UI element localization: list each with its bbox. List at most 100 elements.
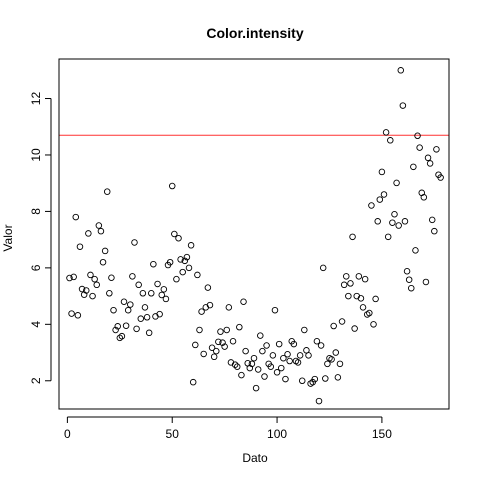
data-point <box>242 347 249 355</box>
data-point <box>391 210 398 218</box>
data-point <box>183 253 191 261</box>
data-point <box>286 357 293 365</box>
data-point <box>139 290 147 297</box>
data-point <box>259 347 266 355</box>
data-point <box>91 275 98 283</box>
data-point <box>122 322 130 329</box>
data-point <box>311 375 319 383</box>
data-point <box>280 354 287 362</box>
data-point <box>313 338 321 345</box>
data-point <box>118 332 126 340</box>
data-point <box>305 352 312 359</box>
x-tick-label: 50 <box>166 427 180 441</box>
data-point <box>301 326 308 334</box>
plot-frame <box>58 58 450 410</box>
data-point <box>177 256 184 263</box>
data-point <box>206 301 214 309</box>
data-point <box>290 340 298 348</box>
data-point <box>275 340 283 348</box>
data-point <box>162 295 170 303</box>
data-point <box>366 309 373 317</box>
data-point <box>374 218 381 225</box>
data-point <box>433 146 440 153</box>
data-point <box>219 339 226 346</box>
data-point <box>187 242 195 249</box>
data-point <box>179 268 186 276</box>
data-point <box>145 329 153 337</box>
data-point <box>416 144 423 151</box>
y-axis: 2 4 6 8 10 12 <box>29 92 52 384</box>
data-point <box>93 281 100 289</box>
data-point <box>236 323 243 331</box>
data-point <box>87 271 94 279</box>
data-point <box>343 273 350 280</box>
data-point <box>387 137 394 144</box>
data-point <box>131 239 138 246</box>
data-point <box>269 352 277 359</box>
data-point <box>420 194 428 201</box>
data-point <box>403 268 411 275</box>
data-point <box>424 154 432 162</box>
data-point <box>223 326 230 334</box>
data-point <box>221 343 228 350</box>
data-point <box>185 264 193 272</box>
data-point <box>200 350 207 358</box>
data-point <box>210 353 218 361</box>
data-point <box>156 310 163 318</box>
data-point <box>106 290 113 297</box>
data-point <box>173 275 180 283</box>
data-point <box>351 325 358 332</box>
data-point <box>328 356 335 363</box>
data-point <box>110 306 117 314</box>
data-point <box>189 378 197 386</box>
data-point <box>332 349 340 356</box>
data-point <box>181 257 189 265</box>
data-point <box>103 188 111 195</box>
data-point <box>76 243 84 250</box>
data-point <box>395 222 402 229</box>
data-point <box>271 306 279 314</box>
data-point <box>338 318 346 325</box>
data-point <box>116 334 124 342</box>
data-point <box>345 292 352 300</box>
data-point <box>154 280 161 288</box>
data-point <box>143 314 151 321</box>
x-axis: 0 50 100 150 <box>64 416 392 441</box>
data-point <box>250 354 258 362</box>
data-point <box>384 233 392 241</box>
data-point <box>89 292 96 300</box>
data-point <box>267 363 275 370</box>
data-point <box>166 258 174 266</box>
y-tick-label: 4 <box>29 321 43 328</box>
data-point <box>95 222 103 229</box>
x-axis-label: Dato <box>242 451 268 465</box>
data-point <box>372 295 379 303</box>
data-point <box>85 230 92 237</box>
data-point <box>315 397 323 405</box>
data-point <box>263 342 270 349</box>
data-point <box>120 298 128 305</box>
data-point <box>399 102 407 109</box>
data-point <box>368 202 375 209</box>
data-point <box>135 281 142 289</box>
data-point <box>127 301 134 308</box>
data-point <box>133 325 140 333</box>
data-point <box>254 366 262 373</box>
data-point <box>196 326 203 334</box>
data-point <box>322 375 329 382</box>
data-point <box>336 360 344 368</box>
data-point <box>378 168 386 176</box>
data-point <box>171 230 178 238</box>
data-point <box>294 359 302 366</box>
data-point <box>225 304 233 311</box>
y-axis-label: Valor <box>1 224 15 251</box>
data-point <box>108 274 115 282</box>
data-point <box>410 163 417 171</box>
data-points <box>66 67 444 405</box>
data-point <box>68 310 75 317</box>
data-point <box>204 284 212 291</box>
data-point <box>112 326 119 334</box>
data-point <box>361 275 369 283</box>
data-point <box>408 284 415 292</box>
